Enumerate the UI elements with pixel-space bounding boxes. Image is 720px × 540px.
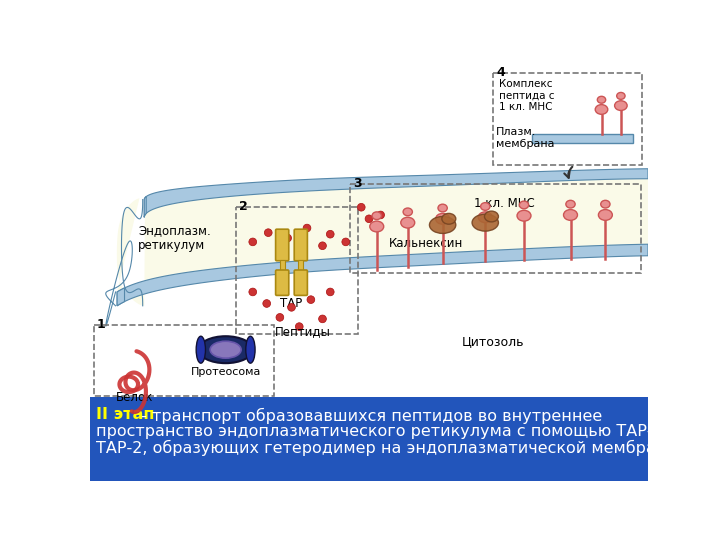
Ellipse shape (438, 204, 447, 212)
Polygon shape (117, 288, 125, 306)
Text: II этап: II этап (96, 408, 155, 422)
Text: Комплекс
пептида с
1 кл. МНС: Комплекс пептида с 1 кл. МНС (499, 79, 554, 112)
Circle shape (249, 288, 256, 296)
Text: 1 кл. МНС: 1 кл. МНС (474, 197, 534, 210)
Ellipse shape (564, 210, 577, 220)
Text: Кальнексин: Кальнексин (388, 237, 463, 250)
Ellipse shape (595, 105, 608, 114)
Ellipse shape (401, 217, 415, 228)
Circle shape (319, 242, 326, 249)
FancyBboxPatch shape (294, 270, 307, 295)
Circle shape (307, 296, 315, 303)
Text: Белок: Белок (116, 390, 153, 403)
Circle shape (326, 231, 334, 238)
Bar (90, 397, 648, 481)
Circle shape (319, 315, 326, 323)
Circle shape (284, 234, 292, 242)
Ellipse shape (517, 211, 531, 221)
Ellipse shape (403, 208, 413, 215)
Text: Плазм.
мембрана: Плазм. мембрана (496, 127, 554, 148)
Ellipse shape (481, 202, 490, 211)
Ellipse shape (372, 212, 382, 220)
Circle shape (326, 288, 334, 296)
Text: ТАР-2, образующих гетеродимер на эндоплазматической мембране.: ТАР-2, образующих гетеродимер на эндопла… (96, 440, 682, 456)
Text: 4: 4 (496, 65, 505, 79)
Text: Эндоплазм.
ретикулум: Эндоплазм. ретикулум (138, 224, 211, 252)
Ellipse shape (617, 92, 625, 99)
Ellipse shape (598, 96, 606, 103)
Text: 1: 1 (97, 318, 106, 331)
Circle shape (249, 238, 256, 246)
Ellipse shape (436, 213, 449, 224)
Ellipse shape (519, 201, 528, 209)
Bar (299, 260, 303, 271)
Text: 2: 2 (239, 200, 248, 213)
FancyBboxPatch shape (276, 229, 289, 261)
Circle shape (303, 224, 311, 232)
Circle shape (263, 300, 271, 307)
Bar (280, 260, 284, 271)
Circle shape (342, 238, 350, 246)
Ellipse shape (370, 221, 384, 232)
Ellipse shape (485, 211, 498, 222)
Circle shape (276, 314, 284, 321)
Polygon shape (117, 179, 648, 306)
Polygon shape (144, 197, 146, 217)
Text: 3: 3 (354, 177, 362, 190)
FancyBboxPatch shape (294, 229, 307, 261)
Ellipse shape (196, 336, 205, 363)
Bar (532, 134, 632, 143)
Text: пространство эндоплазматического ретикулума с помощью ТАР-1 и: пространство эндоплазматического ретикул… (96, 423, 679, 438)
Circle shape (295, 323, 303, 330)
FancyBboxPatch shape (276, 270, 289, 295)
Ellipse shape (442, 213, 456, 224)
Ellipse shape (478, 212, 492, 222)
Circle shape (264, 229, 272, 237)
Ellipse shape (600, 200, 610, 208)
Ellipse shape (210, 341, 241, 358)
Ellipse shape (246, 336, 255, 363)
Ellipse shape (598, 210, 612, 220)
Circle shape (287, 303, 295, 311)
Ellipse shape (472, 214, 498, 231)
Circle shape (357, 204, 365, 211)
Text: - транспорт образовавшихся пептидов во внутреннее: - транспорт образовавшихся пептидов во в… (137, 408, 603, 423)
Ellipse shape (615, 101, 627, 111)
Circle shape (365, 215, 373, 222)
Text: Цитозоль: Цитозоль (462, 335, 524, 348)
Ellipse shape (566, 200, 575, 208)
Text: Пептиды: Пептиды (275, 325, 331, 338)
Polygon shape (117, 244, 648, 306)
Ellipse shape (199, 336, 253, 363)
Text: Протеосома: Протеосома (190, 367, 261, 377)
Ellipse shape (429, 217, 456, 233)
Circle shape (377, 211, 384, 219)
Text: ТАР: ТАР (280, 298, 302, 310)
Polygon shape (144, 168, 648, 217)
